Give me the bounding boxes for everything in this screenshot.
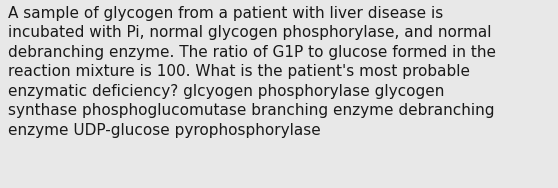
Text: A sample of glycogen from a patient with liver disease is
incubated with Pi, nor: A sample of glycogen from a patient with… xyxy=(8,6,496,138)
